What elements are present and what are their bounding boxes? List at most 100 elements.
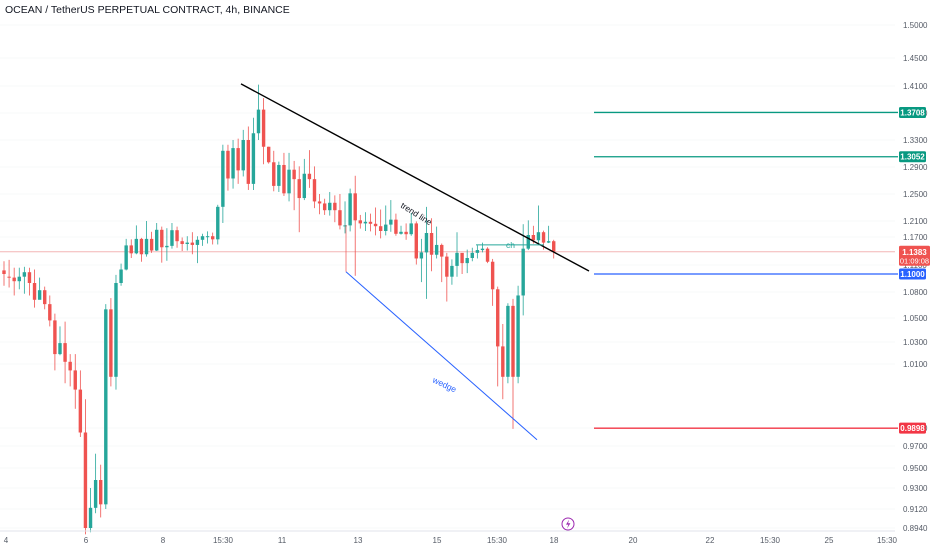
candle bbox=[190, 232, 195, 255]
candle bbox=[73, 354, 77, 409]
candle bbox=[302, 158, 307, 201]
lightning-icon[interactable] bbox=[561, 517, 575, 531]
candle bbox=[2, 261, 6, 286]
time-tick-label: 13 bbox=[354, 536, 363, 545]
candle bbox=[175, 226, 179, 248]
price-tick-label: 1.1700 bbox=[903, 233, 928, 242]
time-tick-label: 4 bbox=[4, 536, 9, 545]
candle bbox=[282, 152, 286, 197]
candle bbox=[149, 231, 154, 253]
choch-label: ch bbox=[506, 240, 515, 250]
price-tick-label: 1.4100 bbox=[903, 82, 928, 91]
level-price-text: 1.3052 bbox=[900, 153, 925, 162]
symbol-title: OCEAN / TetherUS PERPETUAL CONTRACT, 4h,… bbox=[5, 4, 290, 16]
time-tick-label: 20 bbox=[629, 536, 638, 545]
time-tick-label: 6 bbox=[84, 536, 89, 545]
candle bbox=[526, 220, 530, 251]
candle bbox=[328, 191, 332, 216]
candle bbox=[63, 321, 67, 384]
candle bbox=[389, 200, 393, 232]
candle bbox=[516, 285, 520, 384]
price-tick-label: 1.2900 bbox=[903, 163, 928, 172]
candle bbox=[226, 144, 230, 191]
trend-line[interactable] bbox=[240, 83, 590, 272]
wedge-line[interactable] bbox=[345, 271, 538, 441]
candle bbox=[378, 209, 383, 239]
candle bbox=[266, 146, 271, 164]
candle bbox=[546, 225, 551, 244]
candle bbox=[501, 324, 505, 400]
drawings: trend line wedge ch bbox=[240, 83, 590, 441]
candle bbox=[399, 225, 403, 235]
current-price-tag bbox=[899, 245, 930, 266]
candle bbox=[373, 207, 378, 236]
candle bbox=[22, 266, 27, 294]
level-price-text: 0.9898 bbox=[900, 424, 925, 433]
candle bbox=[231, 140, 235, 189]
candle bbox=[358, 214, 362, 229]
time-tick-label: 22 bbox=[706, 536, 715, 545]
candle bbox=[445, 252, 449, 302]
level-price-tag bbox=[899, 106, 926, 118]
candle bbox=[144, 221, 149, 257]
candle bbox=[460, 252, 464, 274]
level-price-tag bbox=[899, 268, 926, 280]
price-tick-label: 1.0300 bbox=[903, 338, 928, 347]
candle bbox=[180, 237, 184, 251]
candle bbox=[139, 237, 144, 262]
candle bbox=[129, 239, 133, 258]
candle bbox=[348, 188, 352, 232]
time-tick-label: 15:30 bbox=[213, 536, 234, 545]
candle bbox=[368, 213, 373, 232]
candle bbox=[246, 126, 251, 190]
price-tick-label: 1.3300 bbox=[903, 136, 928, 145]
candle bbox=[124, 238, 128, 271]
candle bbox=[465, 249, 469, 274]
price-tick-label: 0.8940 bbox=[903, 524, 928, 533]
candle bbox=[552, 239, 556, 259]
candle bbox=[297, 166, 301, 233]
time-tick-label: 15:30 bbox=[487, 536, 508, 545]
candle bbox=[475, 245, 480, 259]
candle bbox=[536, 205, 541, 244]
candle bbox=[27, 267, 32, 296]
candle bbox=[404, 223, 408, 240]
wedge-label: wedge bbox=[430, 374, 458, 394]
candle bbox=[307, 150, 312, 188]
candle bbox=[109, 298, 113, 387]
candle bbox=[450, 259, 454, 285]
horizontal-levels bbox=[594, 111, 898, 429]
candle bbox=[292, 160, 296, 211]
price-tick-label: 1.0800 bbox=[903, 288, 928, 297]
level-price-text: 1.3708 bbox=[900, 108, 925, 117]
time-tick-label: 15:30 bbox=[877, 536, 898, 545]
candle bbox=[83, 399, 88, 535]
candle bbox=[434, 226, 439, 259]
candle bbox=[485, 247, 490, 264]
candle bbox=[37, 277, 42, 300]
candle bbox=[53, 313, 57, 371]
candle bbox=[165, 228, 169, 261]
candle bbox=[409, 212, 413, 236]
candle bbox=[43, 286, 47, 310]
price-tick-label: 1.4500 bbox=[903, 54, 928, 63]
candle bbox=[236, 138, 240, 184]
candle bbox=[353, 175, 357, 276]
candle bbox=[521, 224, 525, 316]
candle bbox=[32, 269, 37, 308]
candles bbox=[2, 84, 556, 535]
price-tick-label: 1.0500 bbox=[903, 314, 928, 323]
candle bbox=[414, 221, 418, 265]
candle bbox=[200, 233, 205, 246]
candle bbox=[490, 258, 495, 306]
price-tick-label: 1.0100 bbox=[903, 360, 928, 369]
candle bbox=[119, 263, 123, 286]
candle bbox=[221, 144, 225, 223]
candle bbox=[419, 238, 424, 283]
candle bbox=[424, 206, 429, 299]
time-axis[interactable]: 4 6 8 15:30 11 13 15 15:30 18 20 22 15:30 25 15:30 bbox=[0, 530, 898, 545]
candle bbox=[78, 370, 83, 437]
candle bbox=[506, 303, 510, 384]
